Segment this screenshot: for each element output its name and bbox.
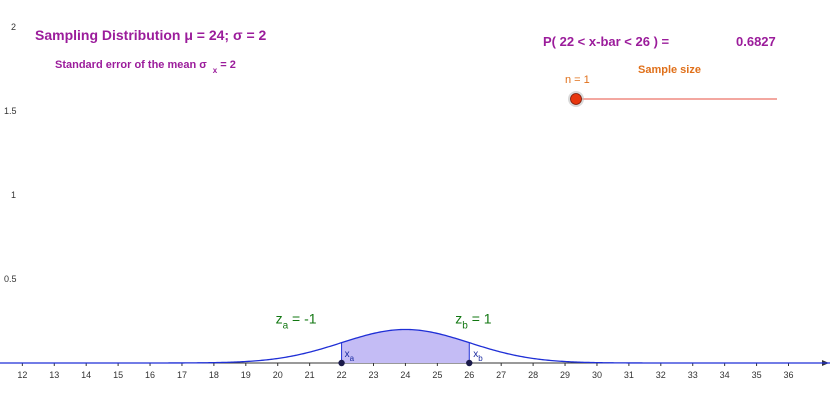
x-tick-label: 34 (720, 370, 730, 380)
x-tick-label: 35 (752, 370, 762, 380)
sampling-distribution-title: Sampling Distribution μ = 24; σ = 2 (35, 27, 267, 43)
x-b-main: x (473, 349, 478, 360)
x-tick-label: 33 (688, 370, 698, 380)
x-tick-label: 30 (592, 370, 602, 380)
z-a-main: z (276, 311, 283, 327)
y-axis-ticks: 0.5 1 1.5 2 (4, 22, 17, 284)
y-tick-label: 0.5 (4, 274, 17, 284)
x-tick-label: 23 (368, 370, 378, 380)
x-b-label: xb (473, 349, 483, 363)
sample-size-slider-knob[interactable] (570, 93, 582, 105)
x-tick-label: 16 (145, 370, 155, 380)
standard-error-suffix: = 2 (217, 59, 236, 71)
x-b-subscript: b (478, 354, 483, 363)
x-tick-label: 24 (400, 370, 410, 380)
probability-region (341, 329, 470, 363)
sample-size-n-label: n = 1 (565, 74, 590, 86)
x-tick-label: 32 (656, 370, 666, 380)
standard-error-prefix: Standard error of the mean σ (55, 59, 207, 71)
probability-value: 0.6827 (736, 34, 776, 49)
point-xb[interactable] (466, 359, 473, 367)
x-tick-label: 29 (560, 370, 570, 380)
x-tick-label: 13 (49, 370, 59, 380)
x-a-main: x (345, 349, 350, 360)
y-tick-label: 1 (11, 190, 16, 200)
z-a-value: = -1 (288, 311, 317, 327)
x-tick-label: 20 (273, 370, 283, 380)
point-xa[interactable] (338, 359, 345, 367)
x-tick-label: 14 (81, 370, 91, 380)
x-tick-label: 28 (528, 370, 538, 380)
z-a-subscript: a (283, 321, 289, 332)
x-a-label: xa (345, 349, 355, 363)
standard-error-label: Standard error of the mean σ x = 2 (55, 59, 236, 75)
y-tick-label: 2 (11, 22, 16, 32)
sample-size-title: Sample size (638, 64, 701, 76)
x-tick-label: 18 (209, 370, 219, 380)
x-a-subscript: a (350, 354, 355, 363)
z-b-subscript: b (462, 321, 468, 332)
z-b-label: zb = 1 (455, 311, 492, 332)
x-tick-label: 12 (17, 370, 27, 380)
x-tick-label: 19 (241, 370, 251, 380)
x-tick-label: 15 (113, 370, 123, 380)
x-axis-ticks: 12 13 14 15 16 17 18 19 20 21 22 23 24 25 26 27 28 29 30 31… (17, 363, 794, 380)
x-tick-label: 17 (177, 370, 187, 380)
y-tick-label: 1.5 (4, 106, 17, 116)
x-tick-label: 36 (783, 370, 793, 380)
x-tick-label: 31 (624, 370, 634, 380)
x-tick-label: 21 (305, 370, 315, 380)
x-tick-label: 25 (432, 370, 442, 380)
z-b-value: = 1 (468, 311, 492, 327)
z-b-main: z (455, 311, 462, 327)
standard-error-subscript: x (213, 66, 218, 75)
z-a-label: za = -1 (276, 311, 317, 332)
x-tick-label: 22 (337, 370, 347, 380)
probability-label: P( 22 < x-bar < 26 ) = (543, 34, 670, 49)
x-tick-label: 26 (464, 370, 474, 380)
x-tick-label: 27 (496, 370, 506, 380)
normal-curve (0, 328, 830, 364)
